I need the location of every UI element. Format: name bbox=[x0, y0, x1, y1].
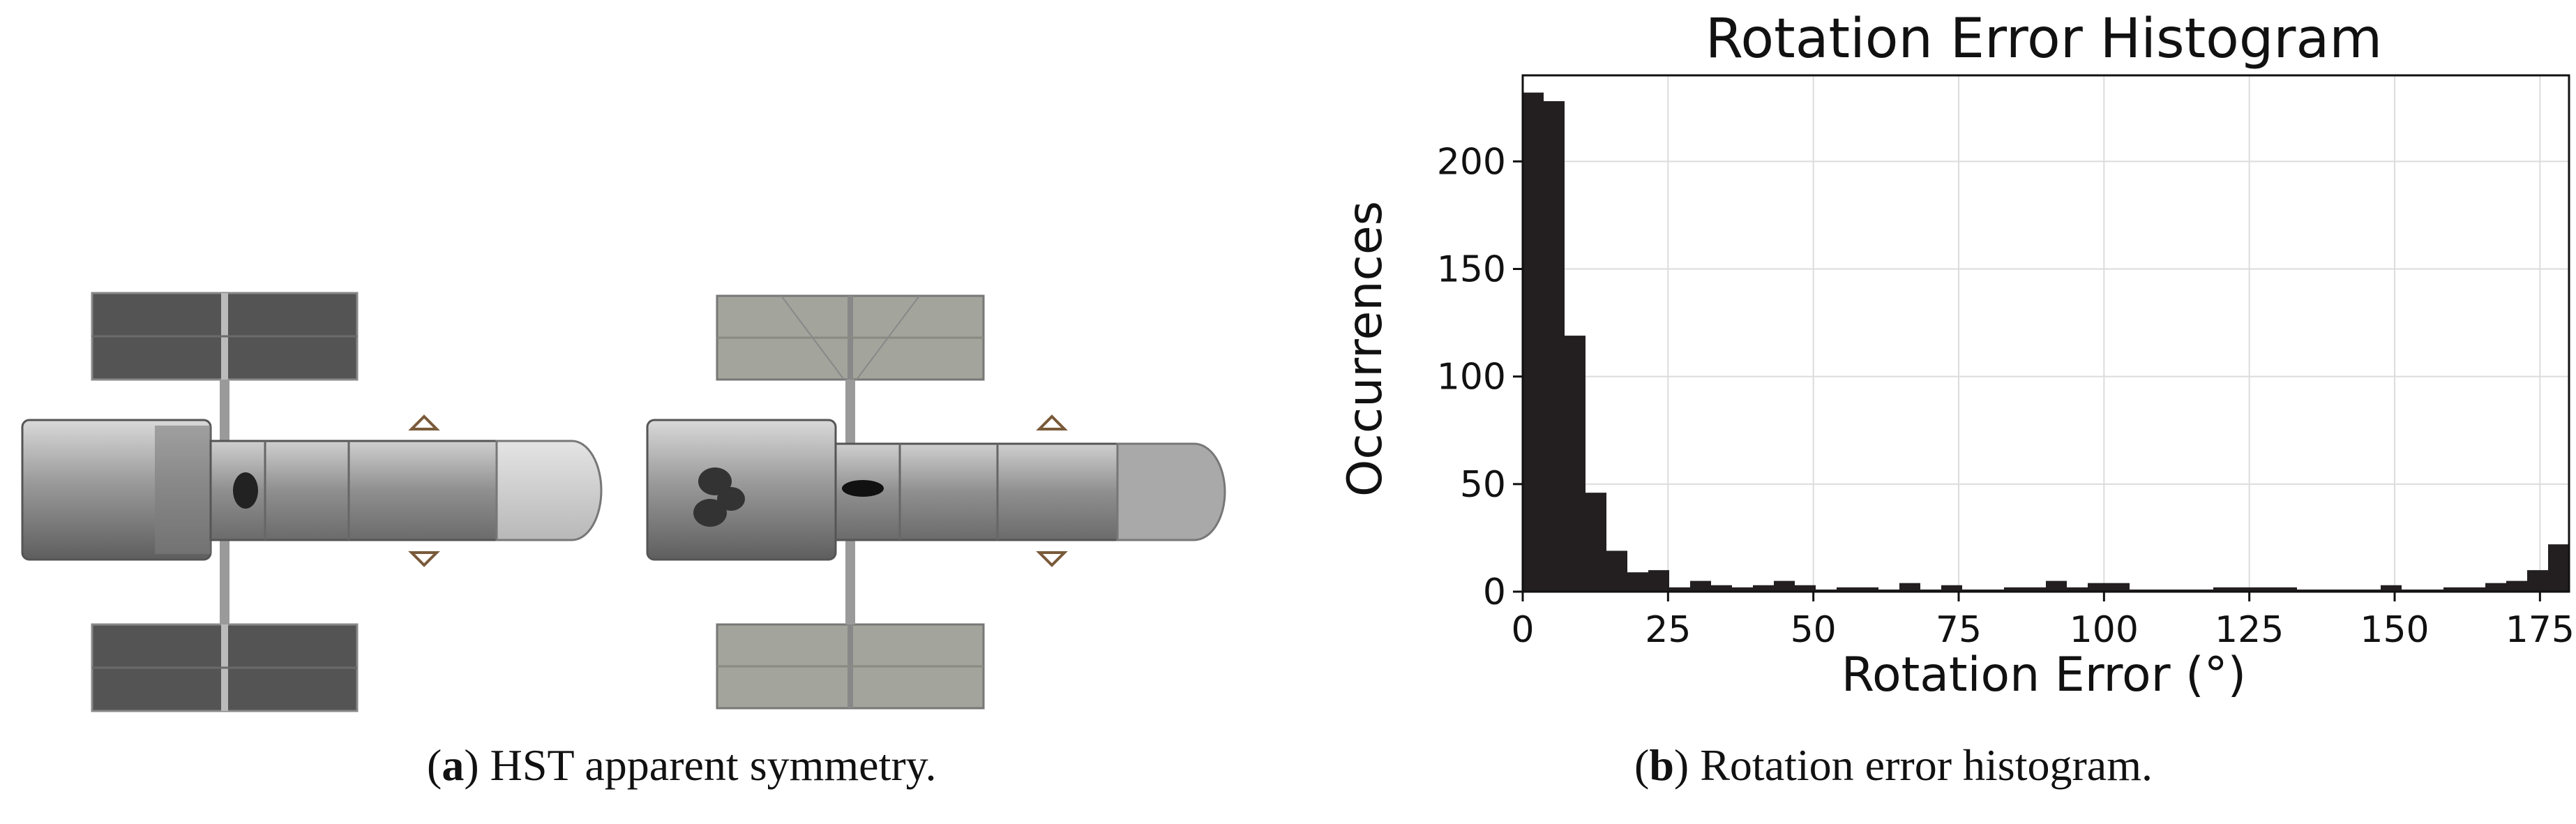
caption-b-text: Rotation error histogram. bbox=[1689, 740, 2153, 790]
histogram-bar bbox=[1816, 589, 1837, 592]
y-axis-label: Occurrences bbox=[1338, 201, 1393, 497]
histogram-bar bbox=[1711, 585, 1732, 592]
y-tick-label: 150 bbox=[1437, 249, 1506, 291]
histogram-bar bbox=[1983, 589, 2004, 592]
histogram-bar bbox=[2506, 580, 2527, 592]
y-tick-label: 0 bbox=[1483, 571, 1506, 613]
aperture-door-left bbox=[495, 440, 603, 541]
x-tick-label: 0 bbox=[1511, 609, 1534, 651]
histogram-bar bbox=[1648, 570, 1669, 592]
caption-a-letter: a bbox=[442, 740, 465, 790]
histogram-bar bbox=[2171, 589, 2192, 592]
x-tick-labels: 0 25 50 75 100 125 150 175 bbox=[1511, 592, 2575, 651]
chart-axes bbox=[1521, 74, 2570, 593]
histogram-bar bbox=[1837, 587, 1858, 592]
caption-b: (b) Rotation error histogram. bbox=[1634, 740, 2153, 790]
histogram-bar bbox=[2276, 587, 2297, 592]
histogram-bar bbox=[2255, 587, 2276, 592]
histogram-bar bbox=[2527, 570, 2548, 592]
histogram-bar bbox=[2339, 589, 2360, 592]
histogram-bar bbox=[1774, 580, 1795, 592]
telescope-tube-right bbox=[834, 442, 1119, 541]
x-axis-label: Rotation Error (°) bbox=[1841, 647, 2246, 703]
histogram-bars bbox=[1523, 92, 2569, 592]
x-tick-label: 75 bbox=[1936, 609, 1982, 651]
aft-shroud-right bbox=[646, 419, 837, 561]
histogram-bar bbox=[1627, 572, 1648, 592]
x-tick-label: 175 bbox=[2506, 609, 2575, 651]
histogram-bar bbox=[2485, 583, 2506, 592]
histogram-bar bbox=[1544, 101, 1565, 592]
histogram-bar bbox=[1899, 583, 1920, 592]
hst-symmetry-illustration bbox=[21, 292, 1226, 712]
histogram-bar bbox=[2192, 589, 2213, 592]
caption-a-text: HST apparent symmetry. bbox=[479, 740, 937, 790]
hst-left bbox=[21, 292, 603, 712]
histogram-bar bbox=[2360, 589, 2381, 592]
histogram-bar bbox=[1962, 589, 1983, 592]
histogram-bar bbox=[2130, 589, 2151, 592]
histogram-bar bbox=[2046, 580, 2067, 592]
histogram-bar bbox=[1795, 585, 1816, 592]
histogram-bar bbox=[2443, 587, 2464, 592]
histogram-bar bbox=[1523, 92, 1544, 592]
histogram-bar bbox=[2548, 544, 2569, 592]
histogram-bar bbox=[2297, 589, 2318, 592]
x-tick-label: 25 bbox=[1645, 609, 1691, 651]
histogram-bar bbox=[2109, 583, 2130, 592]
chart-title: Rotation Error Histogram bbox=[1705, 8, 2383, 70]
histogram-bar bbox=[1606, 550, 1627, 592]
histogram-bar bbox=[1941, 585, 1962, 592]
x-tick-label: 100 bbox=[2070, 609, 2139, 651]
caption-a: (a) HST apparent symmetry. bbox=[427, 740, 937, 790]
histogram-bar bbox=[1858, 587, 1878, 592]
histogram-bar bbox=[2381, 585, 2402, 592]
x-tick-label: 125 bbox=[2215, 609, 2284, 651]
aperture-door-right bbox=[1116, 442, 1226, 541]
histogram-bar bbox=[1920, 589, 1941, 592]
histogram-bar bbox=[2213, 587, 2234, 592]
histogram-bar bbox=[2423, 589, 2443, 592]
histogram-bar bbox=[1585, 493, 1606, 592]
plot-frame bbox=[1521, 74, 2570, 593]
histogram-bar bbox=[2234, 587, 2255, 592]
y-tick-labels: 0 50 100 150 200 bbox=[1437, 141, 1523, 613]
y-tick-label: 100 bbox=[1437, 357, 1506, 398]
histogram-bar bbox=[1690, 580, 1711, 592]
rotation-error-histogram: Rotation Error Histogram Occurrences Rot… bbox=[1338, 8, 2575, 703]
caption-b-letter: b bbox=[1649, 740, 1674, 790]
histogram-bar bbox=[2402, 589, 2423, 592]
chart-grid bbox=[1522, 75, 2569, 592]
histogram-bar bbox=[2004, 587, 2025, 592]
histogram-bar bbox=[2067, 587, 2088, 592]
histogram-bar bbox=[2318, 589, 2339, 592]
x-tick-label: 150 bbox=[2360, 609, 2429, 651]
histogram-bar bbox=[2088, 583, 2109, 592]
histogram-bar bbox=[1669, 587, 1690, 592]
histogram-bar bbox=[2025, 587, 2046, 592]
histogram-bar bbox=[1732, 587, 1753, 592]
y-tick-label: 200 bbox=[1437, 141, 1506, 183]
histogram-bar bbox=[1753, 585, 1774, 592]
histogram-bar bbox=[2464, 587, 2485, 592]
hst-right bbox=[646, 294, 1226, 710]
y-tick-label: 50 bbox=[1460, 464, 1506, 506]
x-tick-label: 50 bbox=[1791, 609, 1837, 651]
histogram-bar bbox=[2151, 589, 2171, 592]
histogram-bar bbox=[1878, 589, 1899, 592]
histogram-bar bbox=[1565, 336, 1585, 592]
